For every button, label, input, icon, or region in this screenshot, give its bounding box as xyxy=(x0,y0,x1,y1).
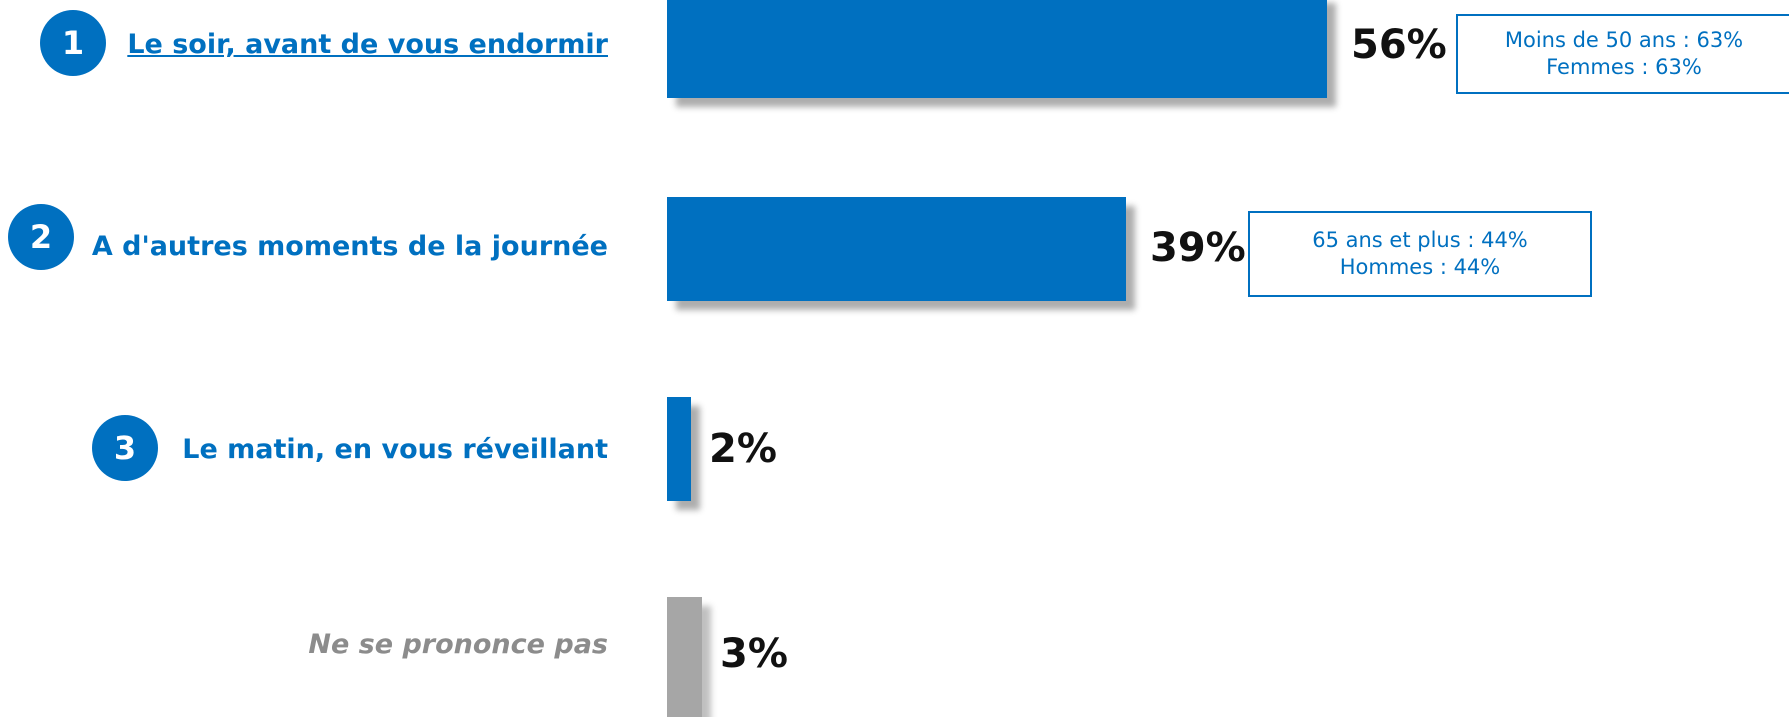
rank-number: 1 xyxy=(61,24,85,62)
category-label-4: Ne se prononce pas xyxy=(308,629,608,660)
bar-4 xyxy=(667,597,702,717)
subgroup-note-line: Hommes : 44% xyxy=(1339,255,1501,279)
bar-2 xyxy=(667,197,1126,301)
chart-row-2: 2 A d'autres moments de la journée 39% 6… xyxy=(0,197,1789,307)
category-label-2: A d'autres moments de la journée xyxy=(91,231,608,262)
rank-number: 3 xyxy=(113,429,137,467)
subgroup-note-line: 65 ans et plus : 44% xyxy=(1312,228,1528,252)
bar-1 xyxy=(667,0,1327,98)
subgroup-note-line: Femmes : 63% xyxy=(1546,55,1702,79)
rank-number: 2 xyxy=(29,218,53,256)
rank-badge-3: 3 xyxy=(92,415,158,481)
rank-badge-2: 2 xyxy=(8,204,74,270)
category-label-1[interactable]: Le soir, avant de vous endormir xyxy=(127,29,608,60)
bar-3 xyxy=(667,397,691,501)
rank-badge-1: 1 xyxy=(40,10,106,76)
chart-row-4: Ne se prononce pas 3% xyxy=(0,597,1789,717)
subgroup-note-2: 65 ans et plus : 44% Hommes : 44% xyxy=(1248,211,1592,297)
value-label-2: 39% xyxy=(1150,225,1246,271)
value-label-4: 3% xyxy=(720,631,788,677)
chart-row-1: 1 Le soir, avant de vous endormir 56% Mo… xyxy=(0,0,1789,104)
chart-row-3: 3 Le matin, en vous réveillant 2% xyxy=(0,397,1789,507)
subgroup-note-1: Moins de 50 ans : 63% Femmes : 63% xyxy=(1456,14,1789,94)
category-label-3: Le matin, en vous réveillant xyxy=(182,434,608,465)
value-label-1: 56% xyxy=(1351,22,1447,68)
subgroup-note-line: Moins de 50 ans : 63% xyxy=(1504,28,1744,52)
value-label-3: 2% xyxy=(709,426,777,472)
